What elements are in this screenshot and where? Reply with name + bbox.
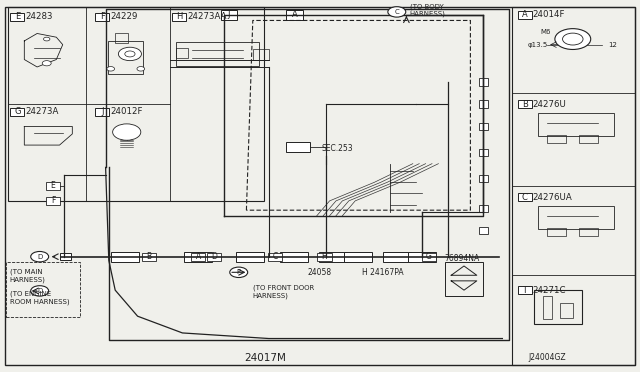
FancyBboxPatch shape	[236, 252, 264, 262]
FancyBboxPatch shape	[479, 175, 488, 182]
Circle shape	[118, 47, 141, 61]
Text: J: J	[228, 10, 230, 19]
FancyBboxPatch shape	[142, 253, 156, 261]
Text: C: C	[394, 9, 399, 15]
Text: J24004GZ: J24004GZ	[528, 353, 566, 362]
FancyBboxPatch shape	[60, 253, 71, 260]
Text: G: G	[426, 252, 432, 261]
Circle shape	[107, 67, 115, 71]
Text: (TO FRONT DOOR
HARNESS): (TO FRONT DOOR HARNESS)	[253, 285, 314, 299]
Circle shape	[42, 61, 51, 66]
FancyBboxPatch shape	[268, 253, 282, 261]
Text: J: J	[101, 107, 104, 116]
FancyBboxPatch shape	[95, 108, 109, 116]
FancyBboxPatch shape	[95, 13, 109, 21]
Circle shape	[230, 267, 248, 278]
Text: φ13.5: φ13.5	[528, 42, 548, 48]
Text: A: A	[522, 10, 527, 19]
Text: B: B	[522, 100, 528, 109]
FancyBboxPatch shape	[207, 253, 221, 261]
Circle shape	[137, 67, 145, 71]
Text: 24017M: 24017M	[244, 353, 287, 363]
FancyBboxPatch shape	[221, 10, 237, 20]
Text: A: A	[292, 10, 297, 19]
FancyBboxPatch shape	[46, 197, 60, 205]
Text: D: D	[37, 288, 42, 294]
FancyBboxPatch shape	[344, 252, 372, 262]
FancyBboxPatch shape	[518, 100, 532, 108]
FancyBboxPatch shape	[10, 108, 24, 116]
Text: B: B	[147, 252, 152, 261]
Text: C: C	[522, 193, 528, 202]
Text: G: G	[14, 107, 20, 116]
Text: 24229: 24229	[110, 12, 138, 21]
Text: E: E	[15, 12, 20, 21]
FancyBboxPatch shape	[383, 252, 411, 262]
Text: 24271C: 24271C	[532, 286, 566, 295]
FancyBboxPatch shape	[111, 252, 139, 262]
FancyBboxPatch shape	[518, 193, 532, 201]
Circle shape	[125, 51, 135, 57]
Text: 24276UA: 24276UA	[532, 193, 572, 202]
FancyBboxPatch shape	[479, 123, 488, 130]
Text: 24012F: 24012F	[110, 107, 143, 116]
Text: P: P	[237, 269, 241, 275]
Text: C: C	[273, 252, 278, 261]
FancyBboxPatch shape	[317, 253, 332, 261]
Text: D: D	[211, 252, 218, 261]
FancyBboxPatch shape	[408, 252, 436, 262]
FancyBboxPatch shape	[422, 253, 436, 261]
Text: (TO MAIN
HARNESS): (TO MAIN HARNESS)	[10, 269, 45, 283]
Text: I: I	[524, 286, 526, 295]
Text: 24273AA: 24273AA	[188, 12, 227, 21]
FancyBboxPatch shape	[10, 13, 24, 21]
Text: E: E	[51, 182, 56, 190]
Text: F: F	[100, 12, 105, 21]
Text: 24273A: 24273A	[26, 107, 59, 116]
Circle shape	[44, 37, 50, 41]
Circle shape	[31, 286, 49, 296]
Circle shape	[388, 7, 406, 17]
FancyBboxPatch shape	[518, 11, 532, 19]
Circle shape	[555, 29, 591, 49]
Text: (TO BODY
HARNESS): (TO BODY HARNESS)	[410, 3, 445, 17]
FancyBboxPatch shape	[479, 227, 488, 234]
FancyBboxPatch shape	[280, 252, 308, 262]
Text: SEC.253: SEC.253	[321, 144, 353, 153]
Circle shape	[113, 124, 141, 140]
Text: 24283: 24283	[26, 12, 53, 21]
Text: A: A	[196, 252, 201, 261]
Text: 24058: 24058	[308, 268, 332, 277]
FancyBboxPatch shape	[319, 252, 347, 262]
FancyBboxPatch shape	[46, 182, 60, 190]
Text: D: D	[37, 254, 42, 260]
FancyBboxPatch shape	[191, 253, 205, 261]
Text: 76894NA: 76894NA	[445, 254, 480, 263]
Text: H: H	[176, 12, 182, 21]
Text: H: H	[322, 252, 327, 261]
FancyBboxPatch shape	[172, 13, 186, 21]
Text: (TO ENGINE
ROOM HARNESS): (TO ENGINE ROOM HARNESS)	[10, 291, 69, 305]
Text: 24276U: 24276U	[532, 100, 566, 109]
FancyBboxPatch shape	[479, 78, 488, 86]
FancyBboxPatch shape	[286, 142, 310, 152]
FancyBboxPatch shape	[479, 100, 488, 108]
Circle shape	[31, 251, 49, 262]
FancyBboxPatch shape	[479, 205, 488, 212]
FancyBboxPatch shape	[518, 286, 532, 294]
Circle shape	[563, 33, 583, 45]
FancyBboxPatch shape	[286, 10, 303, 20]
Text: M6: M6	[541, 29, 551, 35]
Text: F: F	[51, 196, 55, 205]
Text: 12: 12	[608, 42, 617, 48]
Text: H 24167PA: H 24167PA	[362, 268, 403, 277]
Text: 24014F: 24014F	[532, 10, 565, 19]
FancyBboxPatch shape	[184, 252, 212, 262]
FancyBboxPatch shape	[479, 149, 488, 156]
